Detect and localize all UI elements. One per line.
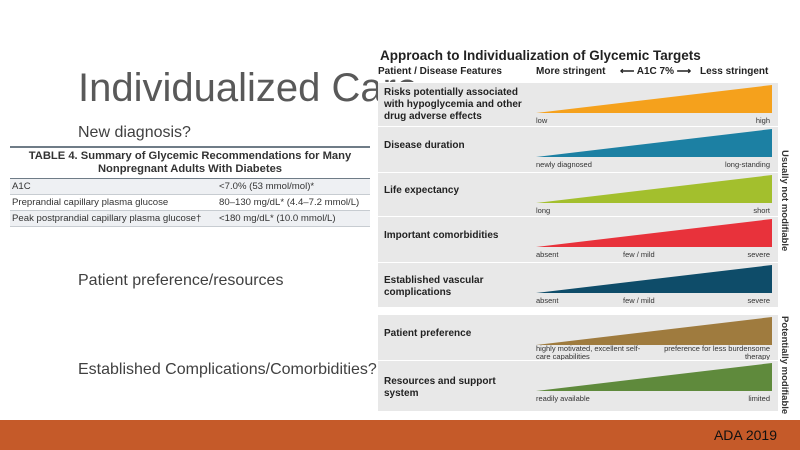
arrow-right-icon: ⟶ [676,66,692,77]
factor-label: Established vascular complications [384,275,484,298]
glycemic-recommendations-table: TABLE 4. Summary of Glycemic Recommendat… [10,146,370,227]
table-row: A1C <7.0% (53 mmol/mol)* [10,178,370,195]
factor-label: Patient preference [384,328,472,339]
wedge-label-low: long [536,206,551,215]
header-less-stringent: Less stringent [700,66,769,77]
glycemic-targets-figure: Approach to Individualization of Glycemi… [370,44,795,414]
factor-label: Resources and support system [384,376,496,399]
stringency-wedge [536,265,772,293]
wedge-label-high: short [753,206,770,215]
slide-title: Individualized Care [78,66,419,110]
factor-row: Disease duration newly diagnosed long-stan… [378,126,778,173]
factor-label: Risks potentially associated with hypogl… [384,87,522,122]
wedge-shape [536,265,772,293]
row-value: 80–130 mg/dL* (4.4–7.2 mmol/L) [209,194,370,211]
stringency-wedge [536,85,772,113]
bullet-new-diagnosis: New diagnosis? [78,124,191,141]
stringency-wedge [536,175,772,203]
wedge-shape [536,129,772,157]
side-label-modifiable: Potentially modifiable [779,316,790,415]
table-title-line-2: Nonpregnant Adults With Diabetes [97,163,283,175]
factor-label: Life expectancy [384,185,460,196]
factor-row: Risks potentially associated with hypogl… [378,82,778,127]
table-body: A1C <7.0% (53 mmol/mol)* Preprandial cap… [10,178,370,227]
table-row: Preprandial capillary plasma glucose 80–… [10,194,370,211]
row-value: <180 mg/dL* (10.0 mmol/L) [209,210,370,227]
figure-title: Approach to Individualization of Glycemi… [380,48,701,63]
wedge-shape [536,219,772,247]
wedge-label-low: absent [536,250,559,259]
wedge-label-high: high [755,116,770,125]
row-value: <7.0% (53 mmol/mol)* [209,178,370,195]
stringency-wedge [536,129,772,157]
stringency-wedge [536,317,772,345]
row-label: A1C [10,178,209,195]
bullet-patient-preference: Patient preference/resources [78,272,284,289]
bullet-complications: Established Complications/Comorbidities? [78,361,377,378]
wedge-label-low: low [536,116,548,125]
footer-bar: ADA 2019 [0,420,800,450]
wedge-shape [536,85,772,113]
wedge-label-high: long-standing [724,160,770,169]
wedge-label-mid: few / mild [623,296,655,305]
footer-source: ADA 2019 [713,427,777,443]
wedge-shape [536,317,772,345]
side-label-not-modifiable: Usually not modifiable [779,150,790,252]
table-title: TABLE 4. Summary of Glycemic Recommendat… [10,146,370,176]
factor-row: Resources and support system readily avai… [378,360,778,411]
stringency-wedge [536,219,772,247]
wedge-label-high: severe [747,296,770,305]
wedge-label-mid: few / mild [623,250,655,259]
factor-label: Disease duration [384,140,465,151]
table-title-line-1: TABLE 4. Summary of Glycemic Recommendat… [28,150,352,162]
wedge-label-high: preference for less burdensome therapy [664,344,770,361]
wedge-label-low: readily available [536,394,590,403]
row-label: Preprandial capillary plasma glucose [10,194,209,211]
factor-row: Life expectancy long short [378,172,778,217]
row-label: Peak postprandial capillary plasma gluco… [10,210,209,227]
header-a1c: ⟵ A1C 7% ⟶ [620,66,691,77]
table-row: Peak postprandial capillary plasma gluco… [10,210,370,227]
factor-row: Important comorbidities absent few / mild s… [378,216,778,263]
factor-label: Important comorbidities [384,230,499,241]
header-features: Patient / Disease Features [378,66,502,77]
arrow-left-icon: ⟵ [620,66,635,77]
factor-row: Patient preference highly motivated, exce… [378,314,778,361]
wedge-shape [536,363,772,391]
stringency-wedge [536,363,772,391]
wedge-label-high: severe [747,250,770,259]
header-a1c-label: A1C 7% [636,66,675,77]
wedge-label-low: newly diagnosed [536,160,592,169]
wedge-label-low: highly motivated, excellent self-care ca… [536,344,641,361]
header-more-stringent: More stringent [536,66,606,77]
wedge-label-high: limited [748,394,770,403]
factor-row: Established vascular complications absent… [378,262,778,307]
wedge-label-low: absent [536,296,559,305]
wedge-shape [536,175,772,203]
